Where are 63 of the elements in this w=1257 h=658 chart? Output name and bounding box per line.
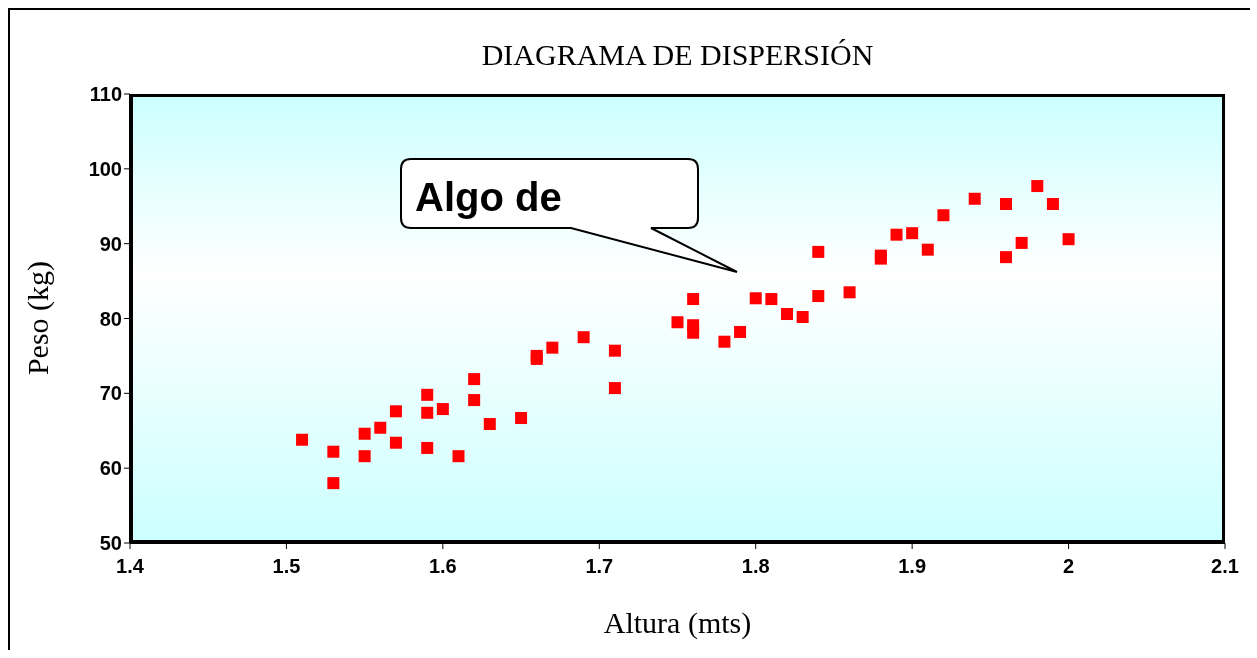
point: [1062, 233, 1075, 246]
point: [1031, 180, 1044, 193]
point: [608, 344, 621, 357]
point: [389, 405, 402, 418]
y-tick-label: 90: [99, 232, 122, 255]
point: [781, 308, 793, 321]
point: [515, 412, 528, 425]
point: [734, 325, 747, 338]
point: [327, 445, 340, 458]
y-axis-title: Peso (kg): [21, 259, 55, 377]
point: [374, 421, 387, 434]
point: [843, 286, 856, 299]
point: [546, 341, 559, 354]
point: [421, 406, 434, 419]
point: [1046, 198, 1059, 211]
point: [718, 335, 731, 348]
point: [452, 450, 465, 463]
point: [906, 227, 919, 240]
point: [421, 441, 434, 454]
y-tick-label: 50: [99, 532, 122, 555]
x-axis-title: Altura (mts): [602, 606, 753, 640]
point: [937, 209, 950, 222]
x-tick-label: 1.7: [585, 555, 614, 578]
point: [671, 316, 684, 329]
x-tick-label: 1.5: [272, 555, 301, 578]
point: [687, 326, 700, 339]
point: [687, 293, 700, 306]
x-tick-label: 2: [1063, 555, 1075, 578]
point: [468, 373, 481, 386]
x-tick-label: 1.6: [428, 555, 457, 578]
y-tick-label: 110: [89, 83, 122, 106]
point: [796, 311, 809, 323]
x-tick-label: 1.8: [741, 555, 770, 578]
point: [890, 228, 903, 241]
point: [327, 477, 340, 490]
y-tick-label: 70: [99, 382, 122, 405]
point: [1015, 236, 1028, 249]
point: [1000, 198, 1012, 211]
point: [765, 293, 778, 306]
point: [421, 388, 434, 401]
point: [389, 436, 402, 449]
x-tick-label: 1.9: [898, 555, 927, 578]
y-tick-label: 60: [99, 457, 122, 480]
y-tick-label: 100: [88, 157, 122, 180]
point: [468, 394, 481, 407]
point: [812, 290, 825, 303]
point: [1000, 251, 1012, 264]
point: [436, 403, 449, 416]
point: [921, 243, 934, 256]
point: [483, 418, 496, 431]
point: [749, 292, 762, 305]
point: [296, 433, 309, 446]
point: [968, 192, 981, 205]
x-tick-label: 1.4: [116, 555, 145, 578]
point: [358, 427, 371, 440]
annotation: Algo de: [415, 175, 562, 219]
x-tick-label: 2.1: [1211, 555, 1239, 578]
y-tick-label: 80: [99, 307, 122, 330]
chart-title: DIAGRAMA DE DISPERSIÓN: [480, 38, 875, 72]
point: [358, 450, 371, 463]
point: [608, 382, 621, 395]
point: [812, 245, 825, 258]
point: [577, 331, 590, 344]
